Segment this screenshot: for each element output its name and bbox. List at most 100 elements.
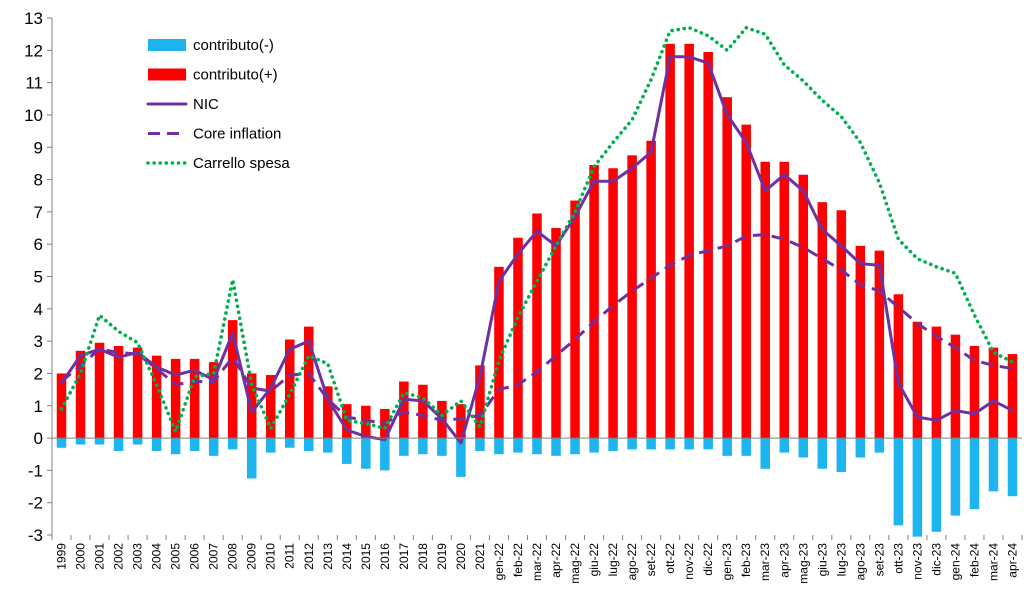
x-tick-label: 2021: [473, 543, 487, 570]
bar-contributo: [208, 438, 219, 456]
bar-contributo: [494, 266, 504, 439]
bar-contributo: [189, 358, 200, 439]
bar-contributo: [817, 438, 828, 469]
bar-contributo: [189, 438, 200, 451]
x-tick-label: ott-22: [663, 543, 677, 574]
bar-contributo: [608, 438, 618, 451]
bar-contributo: [456, 438, 466, 477]
bar-contributo: [665, 438, 675, 450]
bar-contributo: [969, 438, 980, 510]
bar-contributo: [703, 438, 713, 450]
bar-contributo: [665, 43, 675, 439]
bar-contributo: [589, 438, 599, 453]
x-tick-label: 2020: [454, 543, 468, 570]
bar-contributo: [475, 438, 485, 451]
x-tick-label: 2004: [150, 543, 164, 570]
y-tick-label: 3: [34, 332, 43, 351]
line-core-inflation: [60, 233, 1013, 425]
bar-contributo: [627, 155, 637, 439]
bar-contributo: [608, 168, 618, 439]
bar-contributo: [94, 438, 105, 445]
bar-contributo: [988, 438, 999, 492]
x-tick-label: mar-22: [530, 543, 544, 581]
bar-contributo: [779, 438, 790, 453]
x-tick-label: 2006: [188, 543, 202, 570]
x-tick-label: 2017: [397, 543, 411, 570]
x-tick-label: 2008: [226, 543, 240, 570]
bar-contributo: [532, 438, 542, 455]
bar-contributo: [151, 355, 162, 439]
bar-contributo: [418, 438, 428, 455]
bar-contributo: [741, 438, 751, 456]
legend-swatch-contributo: [148, 68, 186, 81]
x-tick-label: feb-22: [511, 543, 525, 577]
bar-contributo: [855, 245, 866, 439]
bar-contributo: [151, 438, 162, 451]
bar-contributo: [836, 210, 847, 439]
bar-contributo: [208, 362, 219, 439]
bar-contributo: [646, 140, 656, 439]
x-tick-label: feb-24: [967, 543, 981, 577]
bar-contributo: [399, 438, 409, 456]
bar-contributo: [304, 326, 314, 439]
bar-contributo: [627, 438, 637, 450]
bar-contributo: [836, 438, 847, 472]
bar-contributo: [361, 405, 371, 439]
bar-contributo: [246, 373, 257, 439]
x-tick-label: mag-22: [568, 543, 582, 584]
y-tick-label: 11: [25, 74, 43, 93]
bar-contributo: [94, 342, 105, 439]
y-tick-label: 12: [24, 41, 43, 60]
bar-contributo: [75, 438, 86, 445]
y-tick-label: 13: [24, 9, 43, 28]
y-tick-label: 9: [34, 138, 43, 157]
y-tick-label: 8: [34, 171, 43, 190]
bar-contributo: [969, 345, 980, 439]
x-tick-label: gen-22: [492, 543, 506, 581]
bar-contributo: [304, 438, 314, 451]
bar-contributo: [741, 124, 751, 439]
y-tick-label: 0: [34, 429, 43, 448]
y-tick-label: 1: [34, 397, 43, 416]
legend-label-nic: NIC: [193, 96, 219, 113]
x-tick-label: apr-24: [1005, 543, 1019, 578]
x-tick-label: apr-22: [549, 543, 563, 578]
bar-contributo: [418, 384, 428, 439]
bar-contributo: [170, 358, 181, 439]
bar-contributo: [760, 161, 770, 439]
x-tick-label: 2010: [264, 543, 278, 570]
bar-contributo: [437, 438, 447, 456]
x-tick-label: mar-23: [758, 543, 772, 581]
x-tick-label: 2002: [112, 543, 126, 570]
x-tick-label: apr-23: [777, 543, 791, 578]
legend-swatch-contributo: [148, 39, 186, 51]
x-tick-label: 2011: [283, 543, 297, 569]
x-tick-label: set-22: [644, 543, 658, 577]
x-tick-label: lug-23: [834, 543, 848, 577]
bar-contributo: [380, 438, 390, 471]
x-tick-label: gen-23: [720, 543, 734, 581]
x-tick-label: ago-22: [625, 543, 639, 581]
legend-label-core-inflation: Core inflation: [193, 126, 281, 143]
bars: [56, 43, 1018, 537]
bar-contributo: [703, 51, 713, 439]
x-tick-label: 2016: [378, 543, 392, 570]
bar-contributo: [855, 438, 866, 458]
bar-contributo: [342, 438, 352, 464]
y-tick-label: 2: [34, 364, 43, 383]
x-tick-label: mar-24: [986, 543, 1000, 581]
bar-contributo: [75, 350, 86, 439]
bar-contributo: [779, 161, 790, 439]
bar-contributo: [912, 438, 923, 537]
bar-contributo: [760, 438, 770, 469]
x-tick-label: 2000: [74, 543, 88, 570]
line-nic: [60, 55, 1014, 445]
bar-contributo: [265, 375, 276, 439]
bar-contributo: [456, 404, 466, 439]
bar-contributo: [646, 438, 656, 450]
legend-label-contributo: contributo(+): [193, 67, 278, 84]
x-tick-label: mag-23: [796, 543, 810, 584]
bar-contributo: [912, 321, 923, 439]
